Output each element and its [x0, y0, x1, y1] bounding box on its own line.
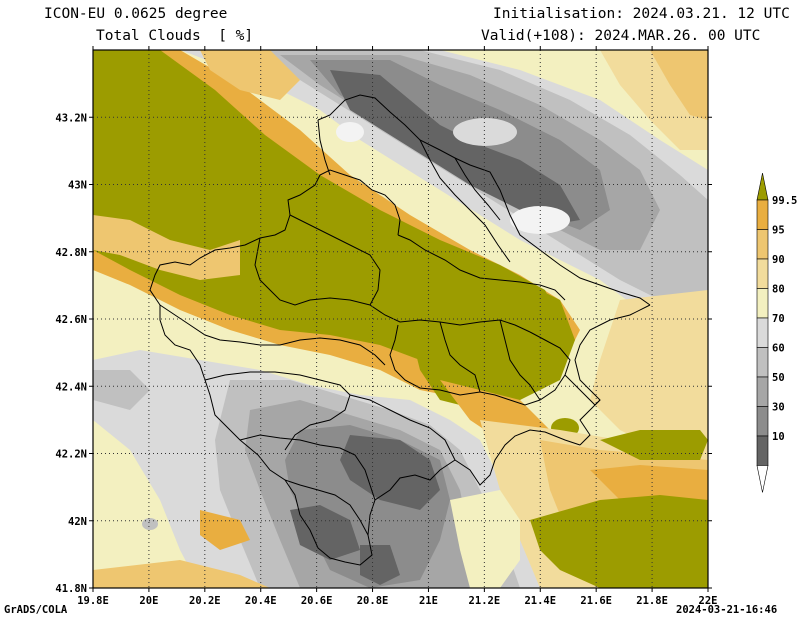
x-tick-label: 21.2E	[469, 595, 501, 607]
colorbar-block	[756, 199, 769, 230]
credit: GrADS/COLA	[4, 604, 68, 616]
colorbar-label: 70	[772, 313, 785, 325]
x-tick-label: 21.4E	[524, 595, 556, 607]
colorbar-block	[756, 317, 769, 348]
colorbar-block	[756, 435, 769, 466]
colorbar-label: 60	[772, 343, 785, 355]
x-tick-label: 20.4E	[245, 595, 277, 607]
y-tick-label: 41.8N	[55, 583, 87, 595]
colorbar-label: 10	[772, 431, 785, 443]
y-tick-label: 42.6N	[55, 314, 87, 326]
valid-time: Valid(+108): 2024.MAR.26. 00 UTC	[481, 28, 761, 44]
y-tick-label: 43.2N	[55, 112, 87, 124]
colorbar-block	[756, 258, 769, 289]
model-title: ICON-EU 0.0625 degree	[44, 6, 228, 22]
border-lines	[149, 94, 651, 566]
colorbar-top-arrow	[756, 172, 769, 201]
field-title: Total Clouds [ %]	[96, 28, 254, 44]
colorbar-block	[756, 406, 769, 437]
colorbar-label: 50	[772, 372, 785, 384]
x-tick-label: 21.6E	[580, 595, 612, 607]
init-time: Initialisation: 2024.03.21. 12 UTC	[493, 6, 790, 22]
x-tick-label: 20.8E	[357, 595, 389, 607]
y-axis-ticks: 41.8N 42N 42.2N 42.4N 42.6N 42.8N 43N 43.2N	[55, 112, 712, 595]
timestamp: 2024-03-21-16:46	[676, 604, 778, 616]
colorbar-label: 30	[772, 402, 785, 414]
y-tick-label: 42N	[68, 516, 87, 528]
colorbar-block	[756, 288, 769, 319]
y-tick-label: 43N	[68, 180, 87, 192]
colorbar-label: 95	[772, 225, 785, 237]
colorbar-bottom-arrow	[756, 465, 769, 493]
x-axis-ticks: 19.8E 20E 20.2E 20.4E 20.6E 20.8E 21E 21.2E 21.4…	[77, 46, 717, 607]
y-tick-label: 42.8N	[55, 247, 87, 259]
colorbar-label: 80	[772, 284, 785, 296]
y-tick-label: 42.4N	[55, 381, 87, 393]
x-tick-label: 20.6E	[301, 595, 333, 607]
x-tick-label: 19.8E	[77, 595, 109, 607]
colorbar-label: 90	[772, 254, 785, 266]
colorbar: 99.5 95 90 80 70 60 50 30 10	[756, 172, 797, 493]
x-tick-label: 20E	[139, 595, 158, 607]
y-tick-label: 42.2N	[55, 449, 87, 461]
colorbar-block	[756, 229, 769, 260]
x-tick-label: 21.8E	[636, 595, 668, 607]
colorbar-block	[756, 376, 769, 407]
grid-lines	[93, 50, 708, 588]
x-tick-label: 20.2E	[189, 595, 221, 607]
colorbar-block	[756, 347, 769, 378]
colorbar-label: 99.5	[772, 195, 797, 207]
x-tick-label: 22E	[699, 595, 718, 607]
x-tick-label: 21E	[419, 595, 438, 607]
